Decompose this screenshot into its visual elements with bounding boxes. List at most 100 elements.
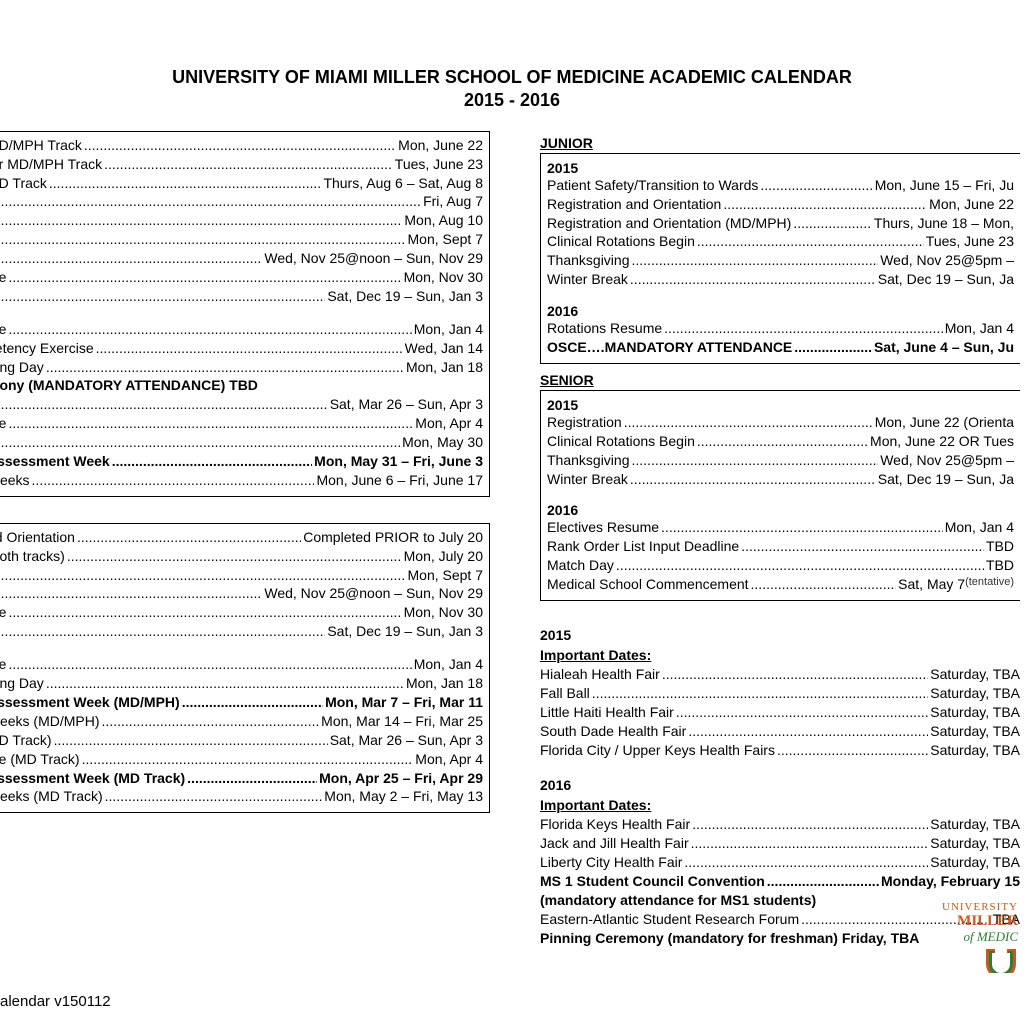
calendar-row: for MD/MPH TrackTues, June 23 — [0, 155, 483, 174]
row-label: Match Day — [547, 556, 614, 575]
calendar-row: Fall BallSaturday, TBA — [540, 684, 1020, 703]
row-date: Saturday, TBA — [930, 722, 1020, 741]
row-date: Mon, Apr 25 – Fri, Apr 29 — [319, 769, 483, 788]
row-dots — [0, 584, 262, 603]
row-date: Saturday, TBA — [930, 665, 1020, 684]
row-dots — [8, 603, 401, 622]
row-label: Registration and Orientation (MD/MPH) — [547, 214, 791, 233]
calendar-row: Florida City / Upper Keys Health FairsSa… — [540, 741, 1020, 760]
senior-title: SENIOR — [540, 372, 1020, 388]
calendar-row: Mon, Sept 7 — [0, 566, 483, 585]
row-label: me (MD Track) — [0, 750, 80, 769]
row-dots — [691, 834, 929, 853]
row-dots — [0, 211, 402, 230]
row-dots — [0, 230, 406, 249]
calendar-row: ThanksgivingWed, Nov 25@5pm – — [547, 251, 1014, 270]
row-dots — [82, 750, 414, 769]
logo-line3: of MEDIC — [942, 930, 1018, 944]
senior-2015: 2015 — [547, 397, 1014, 413]
calendar-row: Wed, Nov 25@noon – Sun, Nov 29 — [0, 249, 483, 268]
calendar-row: Weeks Mon, June 6 – Fri, June 17 — [0, 471, 483, 490]
row-date: Thurs, June 18 – Mon, — [874, 214, 1014, 233]
calendar-row: Wed, Nov 25@noon – Sun, Nov 29 — [0, 584, 483, 603]
row-label: Florida Keys Health Fair — [540, 815, 690, 834]
junior-2015: 2015 — [547, 160, 1014, 176]
row-label: Winter Break — [547, 270, 628, 289]
senior-box: 2015 RegistrationMon, June 22 (OrientaCl… — [540, 390, 1020, 601]
row-date: Saturday, TBA — [930, 684, 1020, 703]
row-label: Weeks — [0, 471, 30, 490]
calendar-row: ThanksgivingWed, Nov 25@5pm – — [547, 451, 1014, 470]
row-dots — [187, 769, 317, 788]
row-label: Assessment Week (MD Track) — [0, 769, 185, 788]
row-label: Winter Break — [547, 470, 628, 489]
row-dots — [688, 722, 928, 741]
left-box-2: nd Orientation Completed PRIOR to July 20… — [0, 523, 490, 813]
row-dots — [624, 413, 873, 432]
calendar-row: me Mon, Jan 4 — [0, 320, 483, 339]
row-date: Wed, Nov 25@5pm – — [880, 451, 1014, 470]
row-date: Mon, Apr 4 — [415, 414, 483, 433]
row-date: Mon, June 6 – Fri, June 17 — [316, 471, 483, 490]
calendar-row: meMon, Jan 4 — [0, 655, 483, 674]
row-date: Sat, Dec 19 – Sun, Ja — [878, 270, 1014, 289]
row-dots — [0, 249, 262, 268]
left-section2-title: E — [0, 505, 490, 521]
row-date: Mon, June 22 (Orienta — [875, 413, 1014, 432]
title-line-2: 2015 - 2016 — [0, 89, 1024, 112]
junior-box: 2015 Patient Safety/Transition to WardsM… — [540, 153, 1020, 364]
calendar-row: OSCE….MANDATORY ATTENDANCESat, June 4 – … — [547, 338, 1014, 357]
calendar-row: Clinical Rotations BeginMon, June 22 OR … — [547, 432, 1014, 451]
row-date: Fri, Aug 7 — [423, 192, 483, 211]
row-label: me — [0, 268, 6, 287]
row-label: Little Haiti Health Fair — [540, 703, 674, 722]
row-dots — [0, 566, 406, 585]
row-date: Mon, July 20 — [404, 547, 483, 566]
row-date: Mon, Nov 30 — [404, 603, 483, 622]
row-date: Tues, June 23 — [395, 155, 483, 174]
row-label: MD Track — [0, 174, 47, 193]
row-dots — [46, 358, 404, 377]
row-label: Hialeah Health Fair — [540, 665, 660, 684]
row-date: Mon, Jan 4 — [414, 320, 483, 339]
row-dots — [8, 414, 413, 433]
left-box1-plain1: mony (MANDATORY ATTENDANCE) TBD — [0, 376, 483, 395]
title-line-1: UNIVERSITY OF MIAMI MILLER SCHOOL OF MED… — [0, 66, 1024, 89]
calendar-row: Winter Break Sat, Dec 19 – Sun, Ja — [547, 270, 1014, 289]
row-date: Sat, Dec 19 – Sun, Jan 3 — [327, 622, 483, 641]
row-date: Mon, Mar 7 – Fri, Mar 11 — [325, 693, 483, 712]
calendar-row: MS 1 Student Council ConventionMonday, F… — [540, 872, 1020, 891]
row-date: Completed PRIOR to July 20 — [303, 528, 483, 547]
um-logo: UNIVERSITY MILLER of MEDIC — [942, 902, 1018, 976]
row-label: petency Exercise — [0, 339, 94, 358]
calendar-row: Jack and Jill Health FairSaturday, TBA — [540, 834, 1020, 853]
calendar-row: Weeks (MD/MPH)Mon, Mar 14 – Fri, Mar 25 — [0, 712, 483, 731]
calendar-row: Little Haiti Health FairSaturday, TBA — [540, 703, 1020, 722]
row-dots — [630, 470, 876, 489]
row-label: OSCE….MANDATORY ATTENDANCE — [547, 338, 792, 357]
row-date: Wed, Nov 25@noon – Sun, Nov 29 — [264, 584, 483, 603]
row-dots — [777, 741, 928, 760]
row-dots — [32, 471, 315, 490]
row-date: Sat, Mar 26 – Sun, Apr 3 — [330, 395, 483, 414]
important-2016-year: 2016 — [540, 777, 1020, 793]
row-date: Saturday, TBA — [930, 741, 1020, 760]
calendar-row: meMon, Nov 30 — [0, 268, 483, 287]
row-dots — [49, 174, 322, 193]
row-dots — [741, 537, 984, 556]
row-label: King Day — [0, 674, 44, 693]
row-date: Wed, Jan 14 — [405, 339, 483, 358]
row-date: Mon, Aug 10 — [404, 211, 483, 230]
row-label: nd Orientation — [0, 528, 75, 547]
row-label: Electives Resume — [547, 518, 659, 537]
row-dots — [632, 251, 879, 270]
row-date: Sat, Mar 26 – Sun, Apr 3 — [330, 731, 483, 750]
calendar-row: Weeks (MD Track)Mon, May 2 – Fri, May 13 — [0, 787, 483, 806]
row-label: Liberty City Health Fair — [540, 853, 682, 872]
footer-version: alendar v150112 — [0, 993, 111, 1010]
row-dots — [0, 192, 421, 211]
row-label: me — [0, 320, 6, 339]
row-dots — [8, 655, 411, 674]
calendar-row: Electives ResumeMon, Jan 4 — [547, 518, 1014, 537]
row-date: Mon, June 15 – Fri, Ju — [875, 176, 1014, 195]
